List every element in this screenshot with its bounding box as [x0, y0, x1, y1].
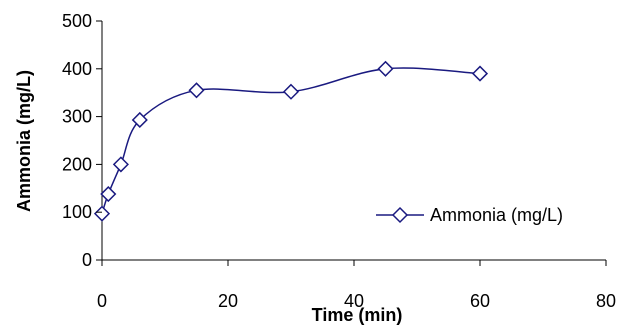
y-tick-labels: 0 100 200 300 400 500: [62, 11, 102, 270]
data-point: [93, 205, 111, 222]
legend-label: Ammonia (mg/L): [430, 205, 563, 225]
y-tick-label: 500: [62, 11, 92, 31]
y-tick-label: 300: [62, 107, 92, 127]
data-point: [377, 60, 394, 77]
x-tick-label: 80: [596, 291, 616, 311]
plot-area: [93, 21, 606, 261]
x-tick-labels: 0 20 40 60 80: [97, 260, 616, 311]
legend: Ammonia (mg/L): [376, 205, 563, 225]
data-point: [112, 156, 129, 173]
x-tick-label: 0: [97, 291, 107, 311]
y-axis-title: Ammonia (mg/L): [14, 70, 34, 212]
y-tick-label: 200: [62, 154, 92, 174]
y-tick-label: 100: [62, 202, 92, 222]
data-point: [100, 185, 117, 203]
x-tick-label: 60: [470, 291, 490, 311]
x-tick-label: 40: [344, 291, 364, 311]
data-point: [188, 82, 205, 99]
x-tick-label: 20: [218, 291, 238, 311]
data-point: [282, 83, 300, 100]
legend-marker: [391, 206, 409, 224]
data-point: [471, 65, 489, 82]
y-tick-label: 0: [82, 250, 92, 270]
data-point: [131, 111, 148, 129]
x-axis-title: Time (min): [312, 305, 403, 325]
y-tick-label: 400: [62, 59, 92, 79]
